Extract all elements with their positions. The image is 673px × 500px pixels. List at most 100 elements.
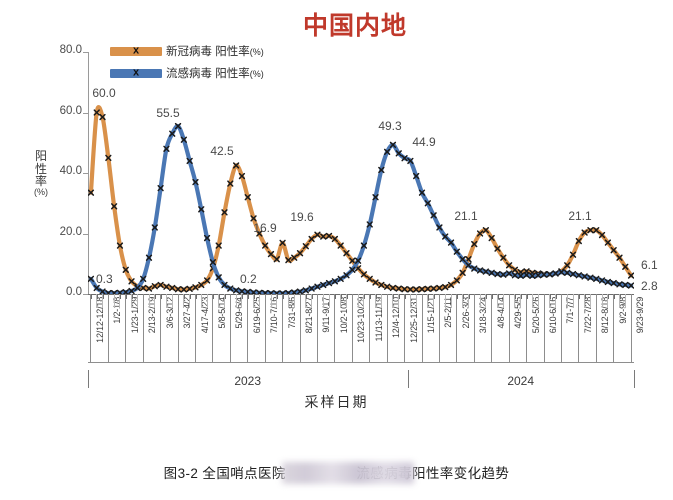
series-marker-icon bbox=[366, 221, 373, 228]
x-axis-tick bbox=[241, 294, 243, 299]
y-axis-labels: 0.0 20.0 40.0 60.0 80.0 bbox=[20, 0, 82, 400]
series-marker-icon bbox=[535, 272, 542, 279]
x-axis-gridline bbox=[473, 294, 475, 363]
x-axis-tick bbox=[265, 294, 267, 299]
series-marker-icon bbox=[360, 271, 368, 278]
x-axis-tick bbox=[178, 294, 179, 299]
series-marker-icon bbox=[198, 281, 205, 289]
x-axis-gridline bbox=[107, 294, 109, 363]
series-marker-icon bbox=[180, 286, 187, 293]
series-marker-icon bbox=[488, 269, 495, 276]
x-axis-gridline bbox=[456, 294, 458, 363]
y-axis-tick-label-2: 40.0 bbox=[59, 165, 82, 177]
series-marker-icon bbox=[157, 281, 164, 289]
x-axis-minor-gridline bbox=[427, 294, 429, 308]
x-axis-tick bbox=[445, 294, 447, 299]
x-axis-minor-gridline bbox=[520, 294, 522, 308]
series-marker-icon bbox=[314, 231, 321, 238]
legend-item-1[interactable]: x 流感病毒 阳性率(%) bbox=[110, 62, 264, 84]
y-axis-tick-2 bbox=[83, 173, 88, 174]
x-axis-tick bbox=[584, 294, 586, 299]
x-axis-gridline bbox=[560, 294, 562, 363]
series-marker-icon bbox=[471, 265, 478, 272]
data-label-8: 44.9 bbox=[412, 135, 436, 149]
x-axis-tick bbox=[131, 294, 133, 299]
series-marker-icon bbox=[279, 239, 286, 247]
series-marker-icon bbox=[267, 250, 275, 258]
x-axis-gridline bbox=[438, 294, 440, 363]
x-axis-gridline bbox=[334, 294, 336, 363]
x-axis-minor-gridline bbox=[171, 294, 173, 308]
series-marker-icon bbox=[134, 284, 141, 292]
series-marker-icon bbox=[128, 287, 135, 294]
series-marker-icon bbox=[140, 275, 147, 283]
legend-item-0[interactable]: x 新冠病毒 阳性率(%) bbox=[110, 40, 264, 62]
x-axis-tick bbox=[602, 294, 604, 299]
series-marker-icon bbox=[215, 274, 222, 281]
x-axis-gridline bbox=[386, 294, 388, 363]
series-marker-icon bbox=[93, 109, 100, 116]
x-axis-minor-gridline bbox=[165, 294, 167, 308]
series-marker-icon bbox=[378, 281, 385, 289]
x-axis-tick bbox=[596, 294, 598, 299]
series-marker-icon bbox=[302, 243, 309, 250]
x-axis-minor-gridline bbox=[136, 294, 138, 308]
data-label-10: 21.1 bbox=[568, 209, 592, 223]
series-marker-icon bbox=[442, 233, 449, 240]
y-axis-tick-4 bbox=[83, 52, 88, 53]
series-marker-icon bbox=[169, 130, 176, 137]
x-axis-tick bbox=[607, 294, 609, 299]
x-axis-minor-gridline bbox=[189, 294, 191, 308]
x-axis-tick bbox=[311, 294, 313, 299]
series-marker-icon bbox=[471, 240, 478, 248]
x-axis-tick bbox=[381, 294, 383, 299]
x-axis-minor-gridline bbox=[624, 294, 626, 308]
series-marker-icon bbox=[256, 230, 263, 237]
x-axis-gridline bbox=[177, 294, 179, 363]
plot-area bbox=[88, 52, 634, 294]
series-marker-icon bbox=[447, 239, 455, 246]
series-marker-icon bbox=[273, 290, 280, 294]
x-axis-tick bbox=[230, 294, 232, 299]
x-axis-tick bbox=[183, 294, 185, 299]
x-axis-minor-gridline bbox=[601, 294, 603, 308]
y-axis-tick-label-3: 60.0 bbox=[59, 104, 82, 117]
series-marker-icon bbox=[569, 251, 577, 258]
x-axis-tick bbox=[416, 294, 418, 299]
series-marker-icon bbox=[593, 275, 600, 283]
x-axis-gridline bbox=[351, 294, 353, 363]
series-marker-icon bbox=[244, 288, 251, 294]
x-axis-tick bbox=[619, 294, 621, 299]
x-axis: 12/12-12/18 1/2-1/8 1/23-1/29 2/13-2/19 3/6-… bbox=[88, 294, 645, 380]
x-axis-tick bbox=[125, 294, 127, 299]
x-axis-gridline bbox=[369, 294, 371, 363]
x-axis-minor-gridline bbox=[468, 294, 469, 308]
series-1 bbox=[88, 122, 634, 294]
series-marker-icon bbox=[505, 270, 513, 277]
x-axis-minor-gridline bbox=[311, 294, 313, 308]
x-axis-tick bbox=[491, 294, 493, 299]
series-marker-icon bbox=[320, 233, 327, 240]
x-axis-gridline bbox=[264, 294, 266, 363]
x-axis-minor-gridline bbox=[206, 294, 208, 308]
series-marker-icon bbox=[296, 288, 304, 294]
series-marker-icon bbox=[343, 272, 350, 279]
series-marker-icon bbox=[622, 263, 629, 270]
legend-swatch-1: x bbox=[110, 67, 162, 78]
x-axis-gridline bbox=[508, 294, 510, 363]
x-axis-minor-gridline bbox=[96, 294, 98, 308]
chart-title: 中国内地 bbox=[302, 12, 407, 40]
x-axis-tick bbox=[340, 294, 342, 299]
series-marker-icon bbox=[575, 272, 582, 279]
series-marker-icon bbox=[140, 284, 147, 292]
series-marker-icon bbox=[581, 229, 588, 236]
series-marker-icon bbox=[581, 273, 588, 280]
x-axis-minor-gridline bbox=[607, 294, 609, 308]
x-axis-minor-gridline bbox=[485, 294, 487, 308]
x-axis-tick bbox=[456, 294, 458, 299]
legend-marker-icon-0: x bbox=[132, 44, 140, 57]
series-marker-icon bbox=[627, 282, 634, 289]
x-axis-tick bbox=[468, 294, 470, 299]
series-marker-icon bbox=[401, 155, 408, 162]
